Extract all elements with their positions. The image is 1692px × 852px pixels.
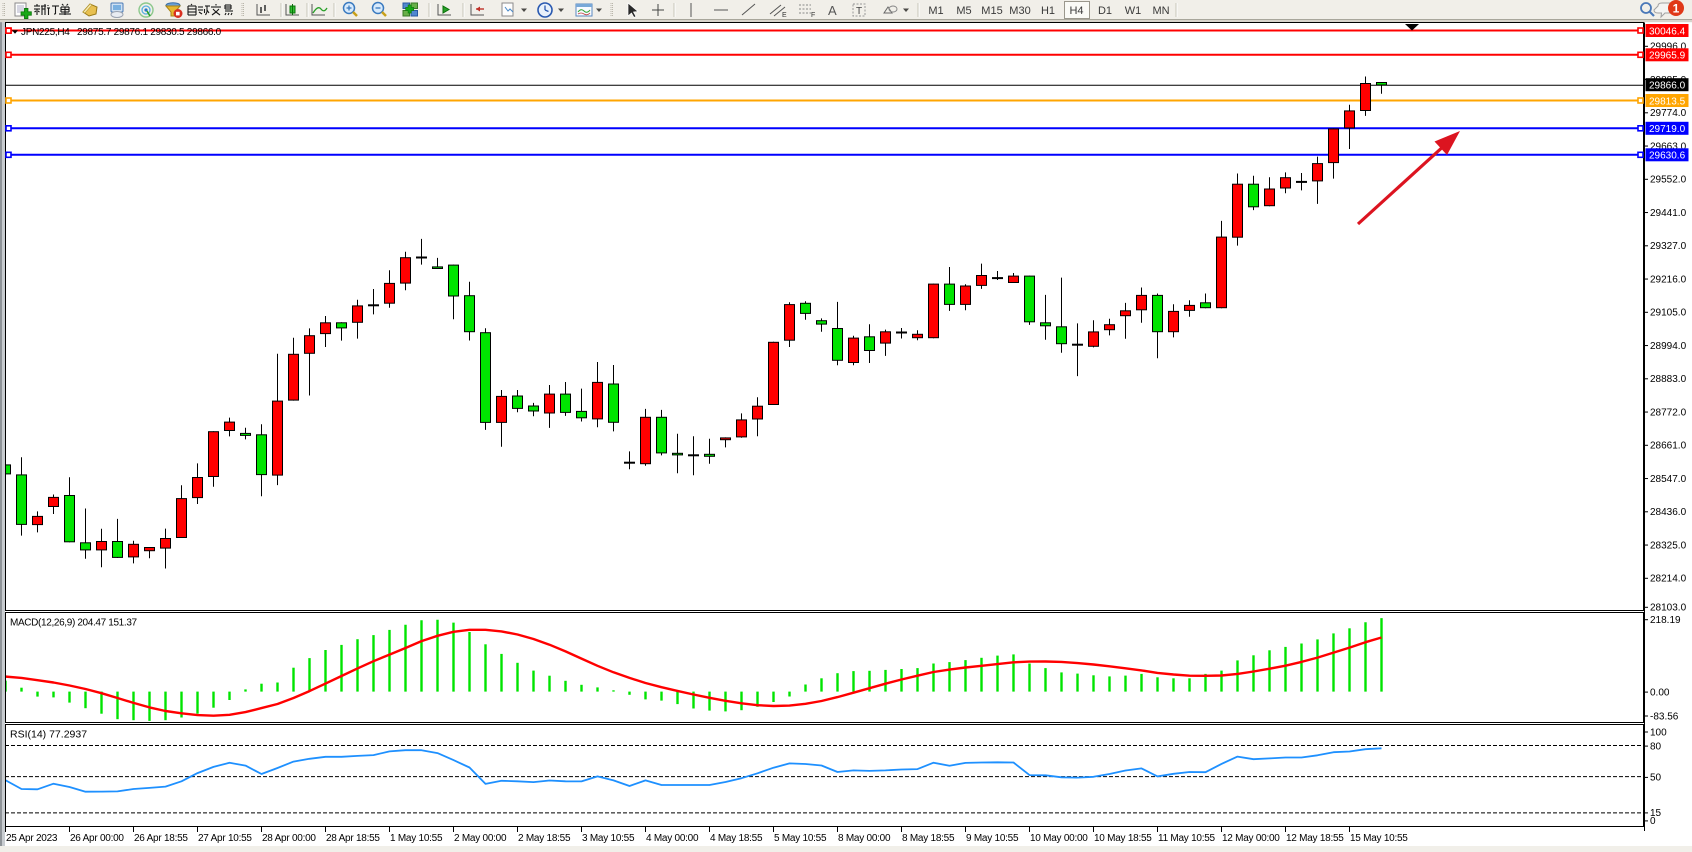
- svg-text:28547.0: 28547.0: [1650, 474, 1687, 485]
- svg-text:0: 0: [1650, 816, 1656, 827]
- svg-text:218.19: 218.19: [1650, 615, 1681, 626]
- svg-text:0.00: 0.00: [1650, 687, 1670, 698]
- svg-text:M15: M15: [981, 5, 1002, 17]
- svg-text:M30: M30: [1009, 5, 1030, 17]
- svg-text:10 May 18:55: 10 May 18:55: [1094, 833, 1152, 844]
- svg-text:28103.0: 28103.0: [1650, 603, 1687, 614]
- svg-text:12 May 18:55: 12 May 18:55: [1286, 833, 1344, 844]
- svg-text:4 May 00:00: 4 May 00:00: [646, 833, 699, 844]
- svg-text:2 May 18:55: 2 May 18:55: [518, 833, 571, 844]
- svg-text:29327.0: 29327.0: [1650, 241, 1687, 252]
- svg-text:8 May 18:55: 8 May 18:55: [902, 833, 955, 844]
- svg-text:15: 15: [1650, 808, 1662, 819]
- svg-text:29630.6: 29630.6: [1649, 151, 1686, 162]
- svg-text:29552.0: 29552.0: [1650, 175, 1687, 186]
- svg-text:28325.0: 28325.0: [1650, 540, 1687, 551]
- svg-text:F: F: [811, 12, 815, 19]
- svg-text:9 May 10:55: 9 May 10:55: [966, 833, 1019, 844]
- svg-text:28214.0: 28214.0: [1650, 574, 1687, 585]
- svg-text:28883.0: 28883.0: [1650, 374, 1687, 385]
- svg-text:RSI(14) 77.2937: RSI(14) 77.2937: [10, 729, 87, 741]
- svg-text:JPN225,H4 29875.7 29876.1 29: JPN225,H4 29875.7 29876.1 29830.5 29866.…: [21, 27, 222, 38]
- svg-text:3 May 10:55: 3 May 10:55: [582, 833, 635, 844]
- svg-text:29719.0: 29719.0: [1649, 124, 1686, 135]
- svg-text:10 May 00:00: 10 May 00:00: [1030, 833, 1088, 844]
- svg-text:MN: MN: [1152, 5, 1169, 17]
- svg-text:29965.9: 29965.9: [1649, 51, 1686, 62]
- svg-text:28994.0: 28994.0: [1650, 341, 1687, 352]
- svg-text:5 May 10:55: 5 May 10:55: [774, 833, 827, 844]
- svg-text:28661.0: 28661.0: [1650, 441, 1687, 452]
- svg-text:12 May 00:00: 12 May 00:00: [1222, 833, 1280, 844]
- svg-text:28772.0: 28772.0: [1650, 407, 1687, 418]
- svg-text:1 May 10:55: 1 May 10:55: [390, 833, 443, 844]
- svg-text:-83.56: -83.56: [1650, 711, 1679, 722]
- svg-text:29996.0: 29996.0: [1650, 42, 1687, 53]
- svg-text:26 Apr 18:55: 26 Apr 18:55: [134, 833, 188, 844]
- svg-text:MACD(12,26,9) 204.47 151.37: MACD(12,26,9) 204.47 151.37: [10, 618, 138, 629]
- svg-text:M5: M5: [956, 5, 971, 17]
- svg-text:H4: H4: [1069, 5, 1083, 17]
- svg-text:15 May 10:55: 15 May 10:55: [1350, 833, 1408, 844]
- svg-text:28 Apr 00:00: 28 Apr 00:00: [262, 833, 316, 844]
- svg-text:T: T: [856, 6, 862, 17]
- svg-text:29813.5: 29813.5: [1649, 96, 1686, 107]
- svg-text:8 May 00:00: 8 May 00:00: [838, 833, 891, 844]
- svg-text:4 May 18:55: 4 May 18:55: [710, 833, 763, 844]
- svg-text:28 Apr 18:55: 28 Apr 18:55: [326, 833, 380, 844]
- svg-text:27 Apr 10:55: 27 Apr 10:55: [198, 833, 252, 844]
- svg-text:2 May 00:00: 2 May 00:00: [454, 833, 507, 844]
- svg-text:H1: H1: [1041, 5, 1055, 17]
- svg-text:W1: W1: [1125, 5, 1142, 17]
- svg-text:29105.0: 29105.0: [1650, 308, 1687, 319]
- svg-text:D1: D1: [1098, 5, 1112, 17]
- svg-text:50: 50: [1650, 773, 1662, 784]
- svg-text:26 Apr 00:00: 26 Apr 00:00: [70, 833, 124, 844]
- svg-text:A: A: [828, 3, 837, 18]
- svg-text:28436.0: 28436.0: [1650, 507, 1687, 518]
- svg-text:11 May 10:55: 11 May 10:55: [1158, 833, 1216, 844]
- svg-text:25 Apr 2023: 25 Apr 2023: [6, 833, 58, 844]
- svg-text:E: E: [782, 12, 787, 19]
- svg-text:29774.0: 29774.0: [1650, 108, 1687, 119]
- svg-text:30046.4: 30046.4: [1649, 26, 1686, 37]
- svg-text:29441.0: 29441.0: [1650, 208, 1687, 219]
- svg-text:29866.0: 29866.0: [1649, 81, 1686, 92]
- svg-text:29663.0: 29663.0: [1650, 141, 1687, 152]
- svg-text:80: 80: [1650, 741, 1662, 752]
- svg-text:1: 1: [1673, 2, 1680, 16]
- svg-text:29216.0: 29216.0: [1650, 274, 1687, 285]
- svg-text:100: 100: [1650, 727, 1667, 738]
- svg-text:M1: M1: [928, 5, 943, 17]
